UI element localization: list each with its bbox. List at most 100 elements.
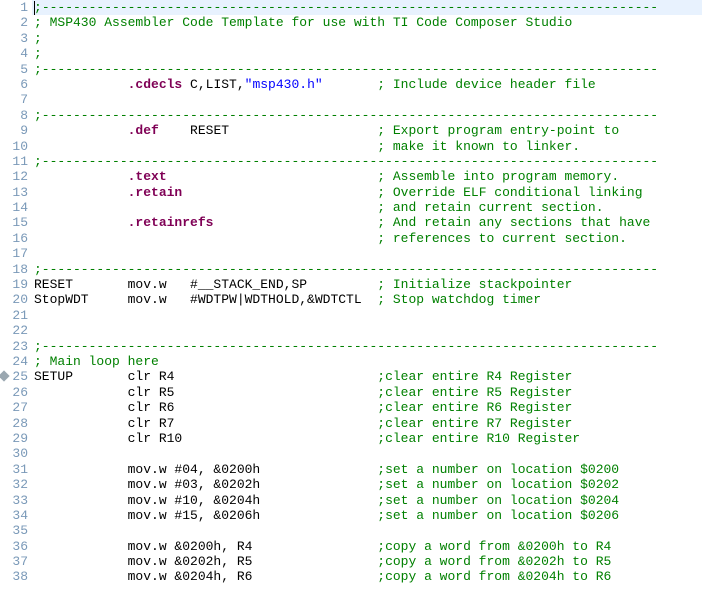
code-content[interactable]: mov.w &0202h, R5 ;copy a word from &0202… <box>32 554 702 569</box>
code-line[interactable]: 38 mov.w &0204h, R6 ;copy a word from &0… <box>0 569 702 584</box>
code-content[interactable]: ;---------------------------------------… <box>32 0 702 15</box>
code-line[interactable]: 26 clr R5 ;clear entire R5 Register <box>0 385 702 400</box>
code-content[interactable] <box>32 308 702 323</box>
code-line[interactable]: 17 <box>0 246 702 261</box>
code-content[interactable]: mov.w #15, &0206h ;set a number on locat… <box>32 508 702 523</box>
line-number: 34 <box>0 508 32 523</box>
code-line[interactable]: 1;--------------------------------------… <box>0 0 702 15</box>
token-comment: ; Assemble into program memory. <box>377 169 619 184</box>
line-number: 31 <box>0 462 32 477</box>
code-line[interactable]: 2; MSP430 Assembler Code Template for us… <box>0 15 702 30</box>
code-line[interactable]: 20StopWDT mov.w #WDTPW|WDTHOLD,&WDTCTL ;… <box>0 292 702 307</box>
code-line[interactable]: 33 mov.w #10, &0204h ;set a number on lo… <box>0 493 702 508</box>
token-comment: ; make it known to linker. <box>377 139 580 154</box>
code-content[interactable]: mov.w &0204h, R6 ;copy a word from &0204… <box>32 569 702 584</box>
code-line[interactable]: 11;-------------------------------------… <box>0 154 702 169</box>
line-number: 16 <box>0 231 32 246</box>
token-comment: ; <box>34 46 42 61</box>
code-content[interactable]: ;---------------------------------------… <box>32 108 702 123</box>
line-number: 26 <box>0 385 32 400</box>
token-plain: mov.w #10, &0204h <box>34 493 377 508</box>
line-number: 17 <box>0 246 32 261</box>
code-line[interactable]: 10 ; make it known to linker. <box>0 139 702 154</box>
code-line[interactable]: 31 mov.w #04, &0200h ;set a number on lo… <box>0 462 702 477</box>
code-content[interactable] <box>32 246 702 261</box>
token-comment: ; <box>34 31 42 46</box>
code-content[interactable]: StopWDT mov.w #WDTPW|WDTHOLD,&WDTCTL ; S… <box>32 292 702 307</box>
code-line[interactable]: 22 <box>0 323 702 338</box>
token-comment: ;---------------------------------------… <box>34 108 658 123</box>
code-line[interactable]: 13 .retain ; Override ELF conditional li… <box>0 185 702 200</box>
line-number: 38 <box>0 569 32 584</box>
breakpoint-marker-icon[interactable] <box>0 371 10 382</box>
code-content[interactable]: ; <box>32 31 702 46</box>
code-content[interactable]: ; references to current section. <box>32 231 702 246</box>
code-content[interactable]: mov.w #10, &0204h ;set a number on locat… <box>32 493 702 508</box>
code-content[interactable]: clr R7 ;clear entire R7 Register <box>32 416 702 431</box>
code-content[interactable]: ;---------------------------------------… <box>32 62 702 77</box>
code-content[interactable]: .text ; Assemble into program memory. <box>32 169 702 184</box>
code-content[interactable]: mov.w #04, &0200h ;set a number on locat… <box>32 462 702 477</box>
code-content[interactable]: ;---------------------------------------… <box>32 339 702 354</box>
line-number: 5 <box>0 62 32 77</box>
code-line[interactable]: 36 mov.w &0200h, R4 ;copy a word from &0… <box>0 539 702 554</box>
code-line[interactable]: 37 mov.w &0202h, R5 ;copy a word from &0… <box>0 554 702 569</box>
code-content[interactable]: mov.w &0200h, R4 ;copy a word from &0200… <box>32 539 702 554</box>
code-content[interactable]: ; MSP430 Assembler Code Template for use… <box>32 15 702 30</box>
code-line[interactable]: 25SETUP clr R4 ;clear entire R4 Register <box>0 369 702 384</box>
code-line[interactable]: 19RESET mov.w #__STACK_END,SP ; Initiali… <box>0 277 702 292</box>
code-content[interactable]: .cdecls C,LIST,"msp430.h" ; Include devi… <box>32 77 702 92</box>
code-line[interactable]: 29 clr R10 ;clear entire R10 Register <box>0 431 702 446</box>
token-plain: mov.w &0200h, R4 <box>34 539 377 554</box>
code-line[interactable]: 18;-------------------------------------… <box>0 262 702 277</box>
code-line[interactable]: 6 .cdecls C,LIST,"msp430.h" ; Include de… <box>0 77 702 92</box>
code-content[interactable]: clr R6 ;clear entire R6 Register <box>32 400 702 415</box>
code-line[interactable]: 30 <box>0 446 702 461</box>
code-line[interactable]: 7 <box>0 92 702 107</box>
code-content[interactable] <box>32 92 702 107</box>
code-content[interactable]: .retain ; Override ELF conditional linki… <box>32 185 702 200</box>
code-line[interactable]: 28 clr R7 ;clear entire R7 Register <box>0 416 702 431</box>
code-content[interactable]: SETUP clr R4 ;clear entire R4 Register <box>32 369 702 384</box>
code-content[interactable]: .retainrefs ; And retain any sections th… <box>32 215 702 230</box>
code-content[interactable]: ;---------------------------------------… <box>32 154 702 169</box>
token-comment: ; Stop watchdog timer <box>377 292 541 307</box>
token-comment: ;copy a word from &0200h to R4 <box>377 539 611 554</box>
code-line[interactable]: 32 mov.w #03, &0202h ;set a number on lo… <box>0 477 702 492</box>
code-line[interactable]: 34 mov.w #15, &0206h ;set a number on lo… <box>0 508 702 523</box>
code-content[interactable]: ; make it known to linker. <box>32 139 702 154</box>
code-line[interactable]: 3; <box>0 31 702 46</box>
token-comment: ; Export program entry-point to <box>377 123 619 138</box>
code-line[interactable]: 24; Main loop here <box>0 354 702 369</box>
code-line[interactable]: 4; <box>0 46 702 61</box>
code-line[interactable]: 12 .text ; Assemble into program memory. <box>0 169 702 184</box>
code-content[interactable]: ;---------------------------------------… <box>32 262 702 277</box>
code-content[interactable]: mov.w #03, &0202h ;set a number on locat… <box>32 477 702 492</box>
code-content[interactable] <box>32 523 702 538</box>
code-content[interactable]: clr R5 ;clear entire R5 Register <box>32 385 702 400</box>
code-content[interactable]: ; Main loop here <box>32 354 702 369</box>
line-number: 32 <box>0 477 32 492</box>
line-number: 24 <box>0 354 32 369</box>
code-line[interactable]: 21 <box>0 308 702 323</box>
token-keyword: .def <box>128 123 159 138</box>
code-line[interactable]: 8;--------------------------------------… <box>0 108 702 123</box>
code-line[interactable]: 35 <box>0 523 702 538</box>
code-line[interactable]: 27 clr R6 ;clear entire R6 Register <box>0 400 702 415</box>
token-plain <box>182 185 377 200</box>
code-content[interactable] <box>32 323 702 338</box>
code-line[interactable]: 9 .def RESET ; Export program entry-poin… <box>0 123 702 138</box>
code-content[interactable]: RESET mov.w #__STACK_END,SP ; Initialize… <box>32 277 702 292</box>
code-line[interactable]: 14 ; and retain current section. <box>0 200 702 215</box>
code-line[interactable]: 23;-------------------------------------… <box>0 339 702 354</box>
code-editor[interactable]: 1;--------------------------------------… <box>0 0 702 601</box>
code-content[interactable]: ; <box>32 46 702 61</box>
code-content[interactable]: .def RESET ; Export program entry-point … <box>32 123 702 138</box>
code-content[interactable]: ; and retain current section. <box>32 200 702 215</box>
code-content[interactable] <box>32 446 702 461</box>
code-content[interactable]: clr R10 ;clear entire R10 Register <box>32 431 702 446</box>
code-line[interactable]: 5;--------------------------------------… <box>0 62 702 77</box>
code-line[interactable]: 16 ; references to current section. <box>0 231 702 246</box>
code-line[interactable]: 15 .retainrefs ; And retain any sections… <box>0 215 702 230</box>
token-keyword: .retainrefs <box>128 215 214 230</box>
